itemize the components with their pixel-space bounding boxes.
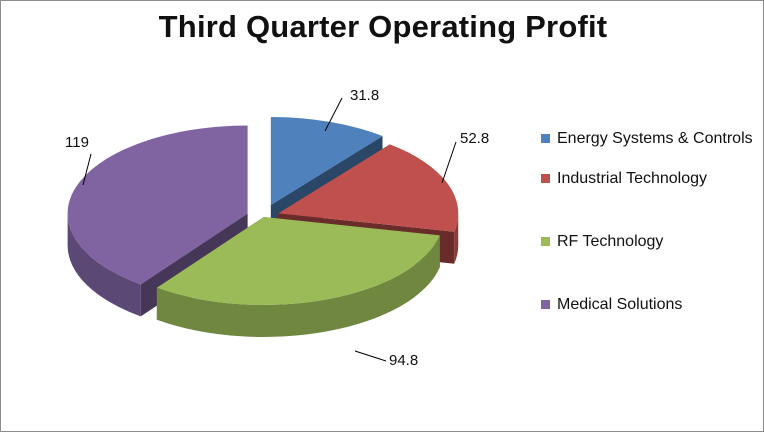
legend-swatch-energy-systems xyxy=(541,134,550,143)
leader-line-rf-technology xyxy=(354,350,387,362)
leader-line-energy-systems xyxy=(324,97,343,132)
data-label-industrial-technology: 52.8 xyxy=(460,130,489,147)
legend-swatch-rf-technology xyxy=(541,237,550,246)
data-label-rf-technology: 94.8 xyxy=(389,352,418,369)
leader-line-medical-solutions xyxy=(82,153,92,186)
leader-line-industrial-technology xyxy=(441,141,457,184)
legend-label-rf-technology: RF Technology xyxy=(557,233,664,250)
legend-item-rf-technology: RF Technology xyxy=(541,230,756,254)
legend-swatch-medical-solutions xyxy=(541,300,550,309)
legend-item-energy-systems: Energy Systems & Controls xyxy=(541,127,756,151)
legend-item-medical-solutions: Medical Solutions xyxy=(541,293,756,317)
legend-label-industrial-technology: Industrial Technology xyxy=(557,170,708,187)
legend-label-energy-systems: Energy Systems & Controls xyxy=(557,130,753,147)
data-label-energy-systems: 31.8 xyxy=(350,87,379,104)
chart-title: Third Quarter Operating Profit xyxy=(158,9,608,44)
pie-slice-rf-technology xyxy=(156,216,440,337)
legend-item-industrial-technology: Industrial Technology xyxy=(541,167,756,191)
legend-label-medical-solutions: Medical Solutions xyxy=(557,296,683,313)
data-label-medical-solutions: 119 xyxy=(65,134,89,151)
legend: Energy Systems & Controls Industrial Tec… xyxy=(541,127,756,317)
legend-swatch-industrial-technology xyxy=(541,174,550,183)
